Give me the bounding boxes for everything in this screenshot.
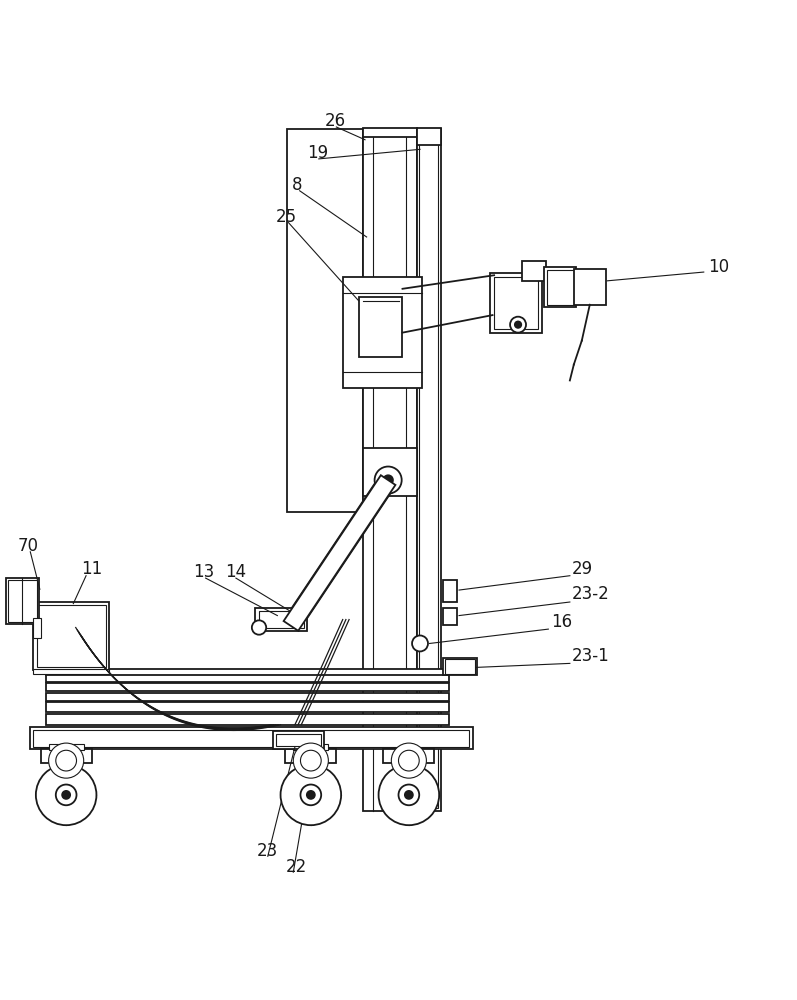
Text: 23-1: 23-1: [572, 647, 610, 665]
Circle shape: [398, 750, 419, 771]
Text: 16: 16: [552, 613, 573, 631]
Circle shape: [281, 765, 341, 825]
Bar: [255, 608, 307, 631]
Circle shape: [510, 317, 526, 333]
Bar: [363, 128, 417, 137]
Circle shape: [56, 785, 77, 805]
Circle shape: [300, 750, 321, 771]
Bar: [363, 448, 417, 496]
Circle shape: [36, 765, 96, 825]
Bar: [273, 731, 324, 749]
Circle shape: [412, 635, 428, 651]
Text: 26: 26: [325, 112, 347, 130]
Text: 8: 8: [292, 176, 302, 194]
Text: 25: 25: [276, 208, 297, 226]
Bar: [490, 273, 542, 333]
Bar: [547, 270, 574, 305]
Bar: [383, 749, 434, 763]
Polygon shape: [284, 475, 395, 631]
Bar: [574, 269, 606, 305]
Bar: [419, 132, 438, 808]
Bar: [46, 702, 449, 712]
Bar: [445, 659, 475, 674]
Circle shape: [375, 467, 402, 494]
Bar: [443, 608, 457, 625]
Text: 29: 29: [572, 560, 594, 578]
Bar: [417, 129, 441, 811]
Bar: [8, 580, 37, 622]
Circle shape: [293, 743, 328, 778]
Bar: [49, 744, 84, 750]
Text: 11: 11: [81, 560, 103, 578]
Text: 19: 19: [307, 144, 328, 162]
Bar: [522, 261, 546, 281]
Bar: [33, 730, 469, 747]
Bar: [443, 658, 477, 675]
Text: 14: 14: [225, 563, 246, 581]
Bar: [37, 605, 106, 667]
Bar: [46, 669, 449, 675]
Bar: [33, 669, 109, 674]
Circle shape: [391, 743, 426, 778]
Bar: [6, 578, 39, 624]
Circle shape: [379, 765, 439, 825]
Circle shape: [300, 785, 321, 805]
Bar: [285, 749, 336, 763]
Circle shape: [398, 785, 419, 805]
Bar: [287, 129, 363, 512]
Bar: [276, 734, 321, 746]
Bar: [259, 611, 304, 628]
Bar: [494, 277, 538, 329]
Bar: [33, 618, 41, 638]
Circle shape: [49, 743, 84, 778]
Bar: [46, 674, 449, 682]
Circle shape: [383, 475, 393, 485]
Circle shape: [405, 791, 413, 799]
Text: 10: 10: [708, 258, 729, 276]
Bar: [363, 129, 417, 811]
Bar: [46, 693, 449, 701]
Bar: [33, 602, 109, 670]
Bar: [293, 744, 328, 750]
Text: 23-2: 23-2: [572, 585, 610, 603]
Circle shape: [252, 620, 266, 635]
Bar: [417, 128, 441, 145]
Text: 22: 22: [285, 858, 307, 876]
Text: 70: 70: [18, 537, 38, 555]
Bar: [46, 714, 449, 725]
Bar: [30, 727, 473, 749]
Bar: [41, 749, 92, 763]
Bar: [46, 683, 449, 691]
Circle shape: [56, 750, 77, 771]
Bar: [343, 277, 422, 388]
Circle shape: [515, 321, 521, 328]
Circle shape: [62, 791, 70, 799]
Bar: [359, 297, 402, 357]
Circle shape: [307, 791, 315, 799]
Bar: [544, 267, 576, 307]
Text: 23: 23: [257, 842, 278, 860]
Text: 13: 13: [193, 563, 214, 581]
Bar: [443, 580, 457, 602]
